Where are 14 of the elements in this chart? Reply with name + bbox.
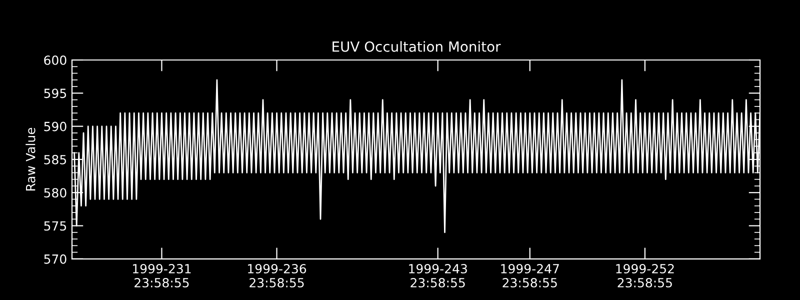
y-tick-label: 590 [44, 122, 66, 132]
y-tick-label: 580 [44, 188, 66, 198]
y-tick-label: 585 [44, 154, 66, 164]
x-tick-label: 1999-243 23:58:55 [409, 264, 467, 288]
x-tick-label: 1999-231 23:58:55 [133, 264, 191, 288]
y-tick-label: 575 [44, 221, 66, 231]
y-tick-label: 570 [44, 254, 66, 264]
chart-title: EUV Occultation Monitor [332, 41, 501, 52]
y-axis-title: Raw Value [26, 128, 36, 191]
y-tick-label: 600 [44, 55, 66, 65]
y-tick-label: 595 [44, 88, 66, 98]
x-tick-label: 1999-247 23:58:55 [501, 264, 559, 288]
x-tick-label: 1999-252 23:58:55 [616, 264, 674, 288]
x-tick-label: 1999-236 23:58:55 [248, 264, 306, 288]
